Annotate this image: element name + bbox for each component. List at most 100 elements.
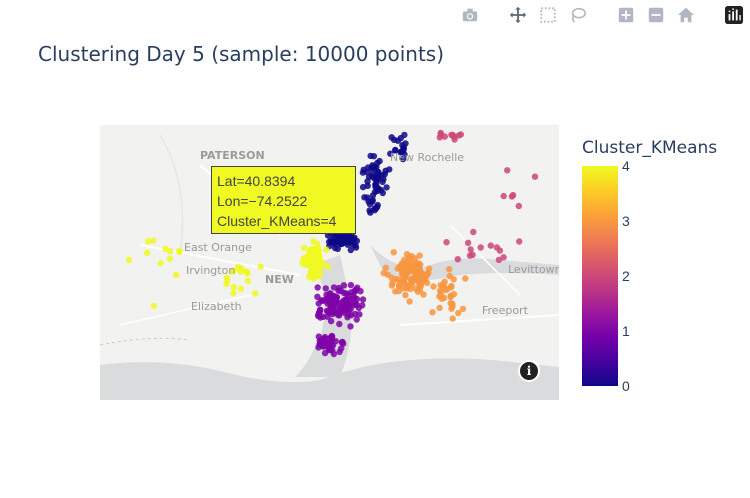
cluster-point: [329, 347, 336, 354]
cluster-point: [323, 291, 330, 299]
cluster-point: [353, 316, 360, 323]
colorbar-tick-0: 0: [622, 378, 630, 394]
cluster-point: [323, 246, 330, 253]
cluster-point: [325, 263, 332, 270]
cluster-point: [340, 282, 348, 289]
plotly-logo-icon[interactable]: [724, 5, 744, 25]
cluster-point: [443, 239, 450, 246]
cluster-point: [403, 251, 411, 258]
cluster-point: [467, 246, 474, 253]
map-attribution-button[interactable]: i: [518, 360, 540, 382]
cluster-point: [347, 246, 354, 254]
cluster-point: [228, 268, 235, 275]
cluster-point: [516, 238, 523, 245]
cluster-point: [173, 271, 180, 279]
cluster-point: [374, 184, 382, 192]
cluster-point: [252, 290, 259, 297]
cluster-point: [449, 315, 456, 322]
cluster-point: [336, 320, 343, 328]
cluster-point: [315, 309, 323, 316]
map-label-levittown: Levittown: [508, 263, 559, 276]
cluster-point: [310, 256, 317, 263]
cluster-point: [301, 244, 308, 251]
chart-title: Clustering Day 5 (sample: 10000 points): [38, 42, 445, 66]
cluster-point: [345, 311, 352, 318]
cluster-point: [364, 194, 371, 201]
cluster-point: [237, 285, 245, 292]
cluster-point: [392, 147, 399, 154]
map-label-new-rochelle: New Rochelle: [390, 151, 464, 164]
cluster-point: [416, 252, 423, 259]
cluster-point: [314, 244, 322, 251]
info-icon[interactable]: i: [520, 362, 538, 380]
cluster-point: [166, 248, 174, 255]
cluster-point: [314, 284, 321, 291]
cluster-point: [387, 150, 394, 157]
cluster-point: [442, 286, 450, 294]
cluster-point: [366, 200, 374, 208]
colorbar-tick-4: 4: [622, 158, 630, 174]
cluster-point: [416, 286, 424, 294]
zoom-in-icon[interactable]: [616, 5, 636, 25]
cluster-point: [376, 157, 383, 165]
cluster-point: [418, 270, 426, 277]
cluster-point: [436, 134, 443, 141]
colorbar-tick-1: 1: [622, 323, 630, 339]
cluster-point: [166, 255, 173, 262]
modebar: [460, 4, 744, 26]
cluster-point: [451, 136, 458, 143]
cluster-point: [464, 239, 472, 246]
cluster-point: [307, 246, 314, 253]
camera-icon[interactable]: [460, 5, 480, 25]
cluster-point: [230, 283, 237, 291]
cluster-point: [315, 300, 322, 307]
cluster-point: [322, 285, 329, 292]
cluster-point: [441, 278, 448, 285]
cluster-point: [407, 285, 414, 293]
cluster-point: [327, 237, 335, 244]
cluster-point: [176, 248, 183, 256]
cluster-point: [459, 305, 467, 313]
cluster-point: [310, 238, 317, 245]
box-select-icon[interactable]: [538, 5, 558, 25]
cluster-point: [344, 235, 351, 242]
cluster-point: [337, 299, 345, 307]
cluster-point: [379, 189, 386, 197]
reset-view-icon[interactable]: [676, 5, 696, 25]
cluster-point: [388, 134, 395, 141]
cluster-point: [316, 269, 323, 276]
cluster-point: [504, 167, 511, 174]
cluster-point: [371, 207, 378, 214]
cluster-point: [429, 309, 436, 316]
cluster-point: [466, 252, 474, 259]
zoom-out-icon[interactable]: [646, 5, 666, 25]
cluster-point: [447, 293, 454, 301]
cluster-point: [531, 173, 539, 180]
cluster-point: [331, 298, 339, 305]
pan-icon[interactable]: [508, 5, 528, 25]
cluster-point: [425, 265, 433, 272]
cluster-point: [370, 153, 378, 160]
lasso-select-icon[interactable]: [568, 5, 588, 25]
cluster-point: [327, 303, 334, 310]
cluster-point: [323, 307, 331, 315]
cluster-point: [437, 289, 445, 296]
cluster-point: [402, 291, 409, 299]
cluster-point: [344, 302, 351, 309]
cluster-point: [343, 297, 351, 305]
cluster-point: [487, 242, 494, 249]
cluster-point: [335, 287, 342, 294]
cluster-point: [308, 268, 315, 275]
cluster-point: [462, 275, 469, 282]
cluster-point: [515, 202, 522, 210]
cluster-point: [230, 290, 237, 297]
colorbar-title: Cluster_KMeans: [582, 138, 718, 158]
cluster-point: [347, 281, 355, 289]
cluster-point: [330, 284, 338, 291]
cluster-point: [325, 335, 332, 342]
map-label-newark: NEW: [265, 273, 294, 286]
cluster-point: [383, 184, 390, 191]
cluster-point: [244, 277, 252, 284]
cluster-point: [382, 264, 389, 271]
cluster-point: [356, 311, 363, 318]
